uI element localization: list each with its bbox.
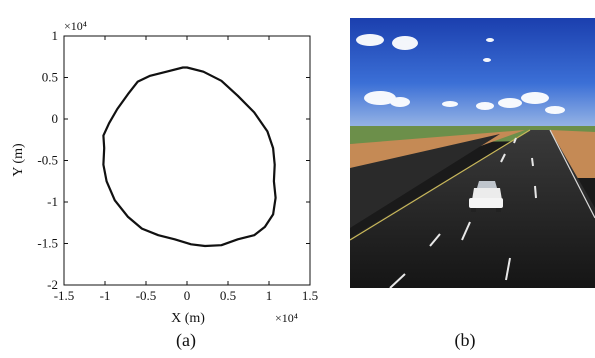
y-tick-label: -0.5 [37,153,58,168]
y-exponent-label: ×10⁴ [64,19,87,33]
trajectory-line [102,66,277,248]
tick-labels: -1.5 -1 -0.5 0 0.5 1 1.510.50-0.5-1-1.5-2 [37,28,318,303]
y-tick-label: 0 [52,111,59,126]
x-tick-label: 0 [184,288,191,303]
caption-a: (a) [176,330,196,350]
x-axis-label: X (m) [171,311,205,326]
x-tick-label: -0.5 [136,288,157,303]
y-tick-label: -2 [47,277,58,292]
x-tick-label: -1 [100,288,111,303]
driving-simulation-image [350,18,595,288]
plot-frame [63,35,311,286]
x-tick-label: -1.5 [54,288,75,303]
plot-axes [63,35,311,286]
trajectory-plot: -1.5 -1 -0.5 0 0.5 1 1.510.50-0.5-1-1.5-2 ×10⁴… [11,19,318,326]
car [469,181,503,212]
x-tick-label: 1 [266,288,273,303]
y-tick-label: -1.5 [37,236,58,251]
x-tick-label: 0.5 [220,288,236,303]
y-axis-label: Y (m) [11,143,26,177]
x-tick-label: 1.5 [302,288,318,303]
y-tick-label: 0.5 [42,70,58,85]
clouds [356,34,565,114]
y-tick-label: 1 [52,28,59,43]
x-exponent-label: ×10⁴ [275,311,298,325]
sky [350,18,595,136]
y-tick-label: -1 [47,194,58,209]
caption-b: (b) [454,330,476,350]
